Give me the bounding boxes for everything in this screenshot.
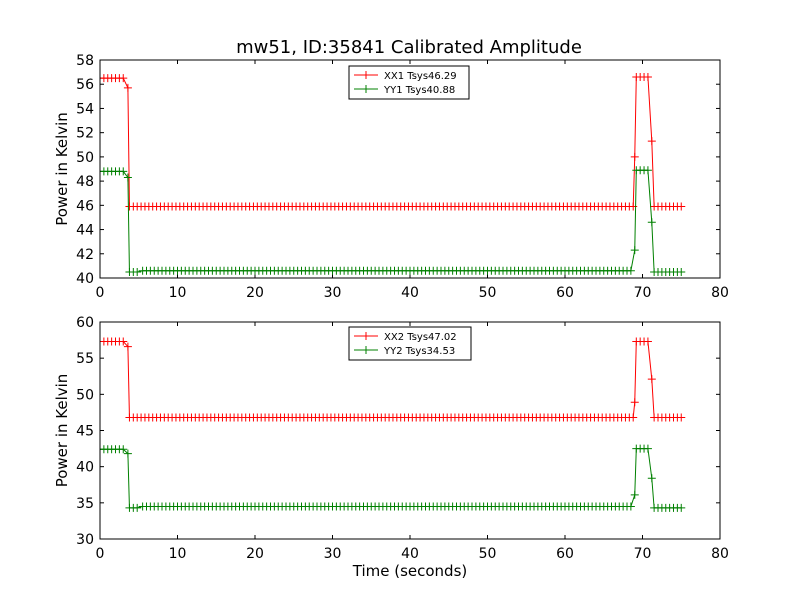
x-tick-label: 20 [246, 546, 264, 562]
y-tick-label: 40 [76, 271, 94, 287]
legend-entry-label: XX1 Tsys46.29 [384, 71, 457, 82]
data-point-marker [123, 449, 132, 458]
legend-marker [362, 85, 370, 93]
y-tick-label: 52 [76, 126, 94, 142]
data-point-marker [647, 218, 656, 227]
x-tick-label: 40 [401, 285, 419, 301]
y-tick-label: 56 [76, 77, 94, 93]
data-point-marker [626, 502, 635, 511]
data-point-marker [643, 72, 652, 81]
chart-title: mw51, ID:35841 Calibrated Amplitude [236, 37, 582, 58]
x-tick-label: 60 [556, 285, 574, 301]
y-tick-label: 46 [76, 198, 94, 214]
series-yy2-group [100, 444, 686, 512]
data-point-marker [630, 152, 639, 161]
y-tick-label: 50 [76, 387, 94, 403]
top-plot-panel: 0 10 20 30 40 50 60 70 80 40 42 44 46 48 50 52 54 56 58 Pow… [53, 53, 729, 301]
y-axis-label: Power in Kelvin [53, 374, 71, 488]
legend-box [348, 326, 472, 361]
data-point-marker [123, 173, 132, 182]
legend: XX1 Tsys46.29 YY1 Tsys40.88 [348, 65, 470, 100]
legend-marker [362, 71, 370, 79]
legend-entry-label: XX2 Tsys47.02 [384, 332, 457, 343]
y-tick-label: 45 [76, 424, 94, 440]
x-axis-label: Time (seconds) [352, 562, 468, 580]
data-point-marker [626, 266, 635, 275]
x-tick-label: 10 [169, 546, 187, 562]
series-yy1-group [100, 166, 686, 276]
x-tick-label: 50 [479, 285, 497, 301]
series-xx2-group [100, 337, 686, 422]
data-point-marker [119, 167, 128, 176]
data-point-marker [123, 83, 132, 92]
data-point-marker [119, 445, 128, 454]
x-tick-label: 70 [634, 285, 652, 301]
y-tick-label: 35 [76, 496, 94, 512]
x-tick-label: 80 [711, 546, 729, 562]
data-point-marker [677, 267, 686, 276]
x-tick-label: 20 [246, 285, 264, 301]
data-point-marker [630, 246, 639, 255]
data-point-marker [677, 413, 686, 422]
y-tick-label: 30 [76, 532, 94, 548]
axes-frame [99, 321, 721, 540]
y-tick-label: 50 [76, 150, 94, 166]
data-point-marker [647, 137, 656, 146]
y-tick-label: 44 [76, 223, 94, 239]
x-tick-label: 60 [556, 546, 574, 562]
data-point-marker [647, 375, 656, 384]
x-tick-label: 10 [169, 285, 187, 301]
y-tick-label: 42 [76, 247, 94, 263]
legend-marker [362, 346, 370, 354]
y-tick-label: 40 [76, 460, 94, 476]
x-tick-label: 70 [634, 546, 652, 562]
legend-marker [362, 332, 370, 340]
legend: XX2 Tsys47.02 YY2 Tsys34.53 [348, 326, 472, 361]
x-tick-label: 30 [324, 285, 342, 301]
legend-entry-label: YY1 Tsys40.88 [383, 85, 455, 96]
data-point-marker [119, 337, 128, 346]
legend-box [348, 65, 470, 100]
data-point-marker [123, 342, 132, 351]
y-tick-label: 60 [76, 315, 94, 331]
data-point-marker [677, 503, 686, 512]
x-tick-label: 30 [324, 546, 342, 562]
axes-frame [99, 59, 721, 279]
data-point-marker [643, 166, 652, 175]
x-tick-label: 40 [401, 546, 419, 562]
y-tick-label: 58 [76, 53, 94, 69]
data-point-marker [133, 503, 142, 512]
data-point-marker [133, 267, 142, 276]
series-xx1-group [100, 72, 686, 211]
legend-entry-label: YY2 Tsys34.53 [383, 346, 455, 357]
data-point-marker [629, 413, 638, 422]
data-point-marker [643, 337, 652, 346]
x-tick-label: 0 [96, 285, 105, 301]
data-point-marker [677, 202, 686, 211]
y-tick-label: 48 [76, 174, 94, 190]
data-point-marker [643, 444, 652, 453]
data-point-marker [630, 490, 639, 499]
x-tick-label: 0 [96, 546, 105, 562]
y-axis-label: Power in Kelvin [53, 112, 71, 226]
data-point-marker [647, 474, 656, 483]
bottom-plot-panel: 0 10 20 30 40 50 60 70 80 30 35 40 45 50 55 60 Power in … [53, 315, 729, 580]
y-tick-label: 54 [76, 101, 94, 117]
y-tick-label: 55 [76, 351, 94, 367]
data-point-marker [630, 398, 639, 407]
x-tick-label: 80 [711, 285, 729, 301]
data-point-marker [119, 74, 128, 83]
x-tick-label: 50 [479, 546, 497, 562]
